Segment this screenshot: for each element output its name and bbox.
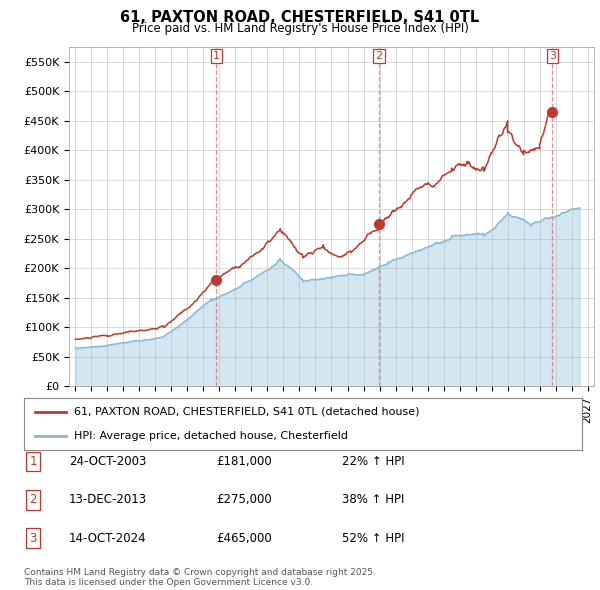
Text: 61, PAXTON ROAD, CHESTERFIELD, S41 0TL: 61, PAXTON ROAD, CHESTERFIELD, S41 0TL [121,10,479,25]
Text: 38% ↑ HPI: 38% ↑ HPI [342,493,404,506]
Text: £465,000: £465,000 [216,532,272,545]
Text: 13-DEC-2013: 13-DEC-2013 [69,493,147,506]
Text: £275,000: £275,000 [216,493,272,506]
Text: 22% ↑ HPI: 22% ↑ HPI [342,455,404,468]
Text: Price paid vs. HM Land Registry's House Price Index (HPI): Price paid vs. HM Land Registry's House … [131,22,469,35]
Text: 14-OCT-2024: 14-OCT-2024 [69,532,146,545]
Text: HPI: Average price, detached house, Chesterfield: HPI: Average price, detached house, Ches… [74,431,348,441]
Text: 1: 1 [29,455,37,468]
Text: Contains HM Land Registry data © Crown copyright and database right 2025.
This d: Contains HM Land Registry data © Crown c… [24,568,376,587]
Text: 2: 2 [29,493,37,506]
Text: 3: 3 [549,51,556,61]
Text: 61, PAXTON ROAD, CHESTERFIELD, S41 0TL (detached house): 61, PAXTON ROAD, CHESTERFIELD, S41 0TL (… [74,407,420,417]
Text: 1: 1 [213,51,220,61]
Text: 52% ↑ HPI: 52% ↑ HPI [342,532,404,545]
Text: £181,000: £181,000 [216,455,272,468]
Text: 24-OCT-2003: 24-OCT-2003 [69,455,146,468]
Text: 3: 3 [29,532,37,545]
Text: 2: 2 [375,51,382,61]
